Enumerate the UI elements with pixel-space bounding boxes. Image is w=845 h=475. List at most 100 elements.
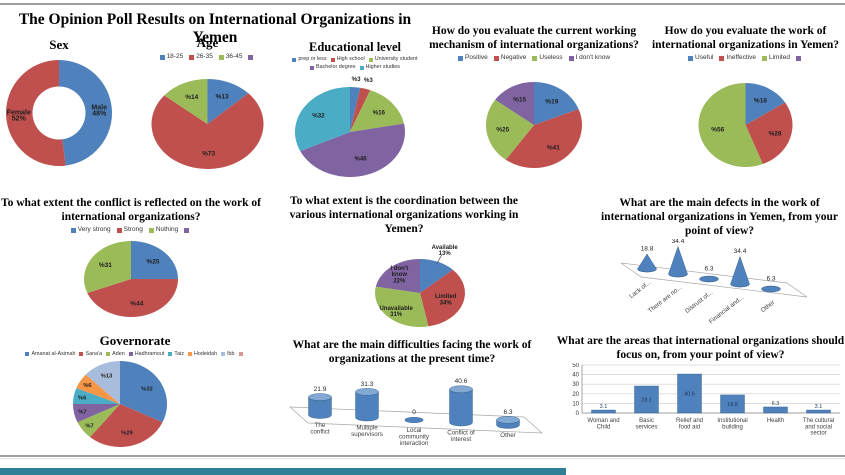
pie-slice	[151, 93, 264, 170]
category-label: The conflict	[310, 422, 330, 435]
legend-label: I don't know	[575, 54, 611, 62]
slice-label: %14	[185, 95, 198, 102]
legend-swatch	[187, 352, 192, 357]
value-label: 31.3	[361, 381, 374, 388]
legend-item: High school	[330, 56, 365, 63]
slice-label: Limited 34%	[435, 294, 457, 306]
value-label: 40.6	[684, 392, 695, 398]
legend-swatch	[330, 57, 335, 62]
legend-label: Hodeidah	[193, 350, 218, 357]
education-pie: %3 %3 %16 %46 %32	[295, 77, 405, 178]
category-label: Basic services	[635, 418, 657, 430]
legend-item: Higher studies	[359, 64, 401, 71]
chart-governorate: Governorate Amanat al-Asimah Sana'a Aden Ha…	[2, 333, 268, 451]
cone	[667, 245, 688, 278]
chart-conflict: To what extent the conflict is reflected…	[0, 196, 262, 321]
slice-label: %28	[768, 131, 781, 138]
slice-label: %56	[711, 127, 724, 134]
pie-slice	[350, 87, 361, 133]
chart-focus: What are the areas that international or…	[556, 334, 845, 458]
value-label: 6.3	[503, 409, 512, 416]
value-label: 6.3	[766, 276, 775, 283]
category-label: Institutional building	[717, 418, 747, 430]
category-label: Distrust of...	[683, 289, 714, 315]
pie-slice	[495, 82, 534, 126]
legend-label: Useless	[539, 54, 563, 62]
pie-slice	[745, 83, 786, 126]
legend-swatch	[309, 65, 314, 70]
legend-item: Limited	[761, 54, 790, 62]
age-plot: %13 %73 %14	[130, 62, 285, 174]
page-title: The Opinion Poll Results on Internationa…	[18, 11, 412, 46]
value-label: 18.8	[727, 402, 738, 408]
pie-slice	[73, 403, 120, 423]
slice-label: %16	[373, 110, 386, 117]
value-label: 6.3	[772, 401, 780, 407]
legend-item: Useless	[532, 54, 563, 62]
legend-swatch	[457, 55, 463, 61]
pie-slice	[131, 241, 178, 280]
governorate-legend: Amanat al-Asimah Sana'a Aden Hadhramout Taiz…	[2, 351, 268, 358]
pie-slice	[85, 360, 120, 404]
bottom-rule-light	[0, 458, 845, 459]
slice-label: %3	[364, 78, 374, 85]
conflict-legend: Very strong Strong Nothing	[0, 226, 262, 234]
legend-label: Sana'a	[85, 350, 103, 357]
slice-label: %31	[99, 262, 112, 269]
chart-title-education: Educational level	[308, 40, 402, 54]
category-label: Woman and Child	[587, 418, 619, 430]
slice-label: %7	[78, 410, 86, 416]
legend-label: Higher studies	[365, 64, 401, 71]
legend-label: 26-35	[196, 52, 213, 60]
legend-swatch	[368, 57, 373, 62]
legend-item: 36-45	[218, 53, 242, 61]
legend-label: High school	[336, 56, 365, 63]
legend-label: Positive	[464, 54, 488, 62]
legend-label: Nothing	[155, 226, 179, 234]
work-legend: Useful Ineffective Limited	[646, 54, 845, 62]
legend-swatch	[184, 227, 190, 233]
legend-item	[248, 54, 255, 60]
legend-label: Very strong	[77, 226, 111, 234]
work-plot: %16 %28 %56	[646, 63, 845, 173]
work-pie: %16 %28 %56	[698, 83, 793, 168]
bar	[591, 409, 616, 414]
chart-title-conflict: To what extent the conflict is reflected…	[1, 197, 261, 224]
chart-defects: What are the main defects in the work of…	[594, 196, 845, 341]
legend-swatch	[719, 55, 725, 61]
legend-item: Bachelor degree	[309, 64, 356, 71]
bottom-rule	[0, 455, 845, 457]
pie-slice	[350, 90, 405, 133]
legend-label: Ibb	[227, 350, 235, 357]
legend-item: Taiz	[168, 351, 184, 358]
pie-slice	[745, 102, 793, 165]
value-label: 28.1	[641, 398, 652, 404]
pie-slice	[59, 59, 112, 166]
legend-swatch	[238, 352, 243, 357]
donut-hole	[32, 86, 86, 140]
chart-title-focus: What are the areas that international or…	[556, 335, 845, 362]
bar	[763, 406, 788, 414]
pie-slice	[375, 259, 420, 294]
slice-label: %73	[202, 151, 215, 158]
chart-work: How do you evaluate the work of internat…	[646, 24, 845, 173]
cylinder-top	[496, 416, 520, 424]
category-label: Relief and food aid	[676, 418, 703, 430]
legend-label: Hadhramout	[134, 350, 165, 357]
legend-label: Aden	[112, 350, 125, 357]
focus-plot: 0 10 20 30 40 50 3.1 Woman and Child 28.1 Basic ser…	[556, 363, 845, 458]
legend-item: I don't know	[568, 54, 611, 62]
pie-slice	[505, 109, 582, 169]
value-label: 3.1	[815, 404, 823, 410]
slice-label: Male 48%	[91, 104, 107, 117]
cone-base	[760, 285, 781, 293]
callout-line	[436, 254, 442, 265]
slice-label: %7	[85, 424, 93, 430]
chart-mechanism: How do you evaluate the current working …	[420, 24, 648, 173]
cylinder-top	[449, 385, 473, 393]
slice-label: %29	[121, 430, 133, 436]
legend-label: 18-25	[166, 52, 184, 60]
sex-plot: Male 48% Female 52%	[0, 54, 118, 172]
legend-swatch	[493, 55, 499, 61]
legend-swatch	[168, 352, 173, 357]
